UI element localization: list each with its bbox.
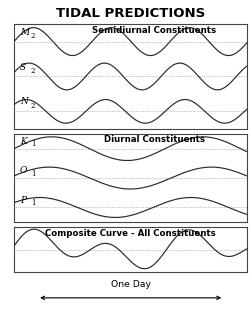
Text: O: O xyxy=(20,166,27,175)
Text: N: N xyxy=(20,98,27,106)
Text: 1: 1 xyxy=(30,140,35,148)
Text: Composite Curve - All Constituents: Composite Curve - All Constituents xyxy=(45,229,215,238)
Text: 1: 1 xyxy=(30,170,35,178)
Text: P: P xyxy=(20,196,26,205)
Text: S: S xyxy=(20,62,26,71)
Text: K: K xyxy=(20,137,26,146)
Text: TIDAL PREDICTIONS: TIDAL PREDICTIONS xyxy=(55,7,204,20)
Text: One Day: One Day xyxy=(110,280,150,289)
Text: M: M xyxy=(20,28,29,37)
Text: Diurnal Constituents: Diurnal Constituents xyxy=(103,136,204,145)
Text: 2: 2 xyxy=(30,102,35,109)
Text: Semidiurnal Constituents: Semidiurnal Constituents xyxy=(91,26,215,35)
Text: 1: 1 xyxy=(30,199,35,207)
Text: 2: 2 xyxy=(30,67,35,75)
Text: 2: 2 xyxy=(30,32,35,40)
